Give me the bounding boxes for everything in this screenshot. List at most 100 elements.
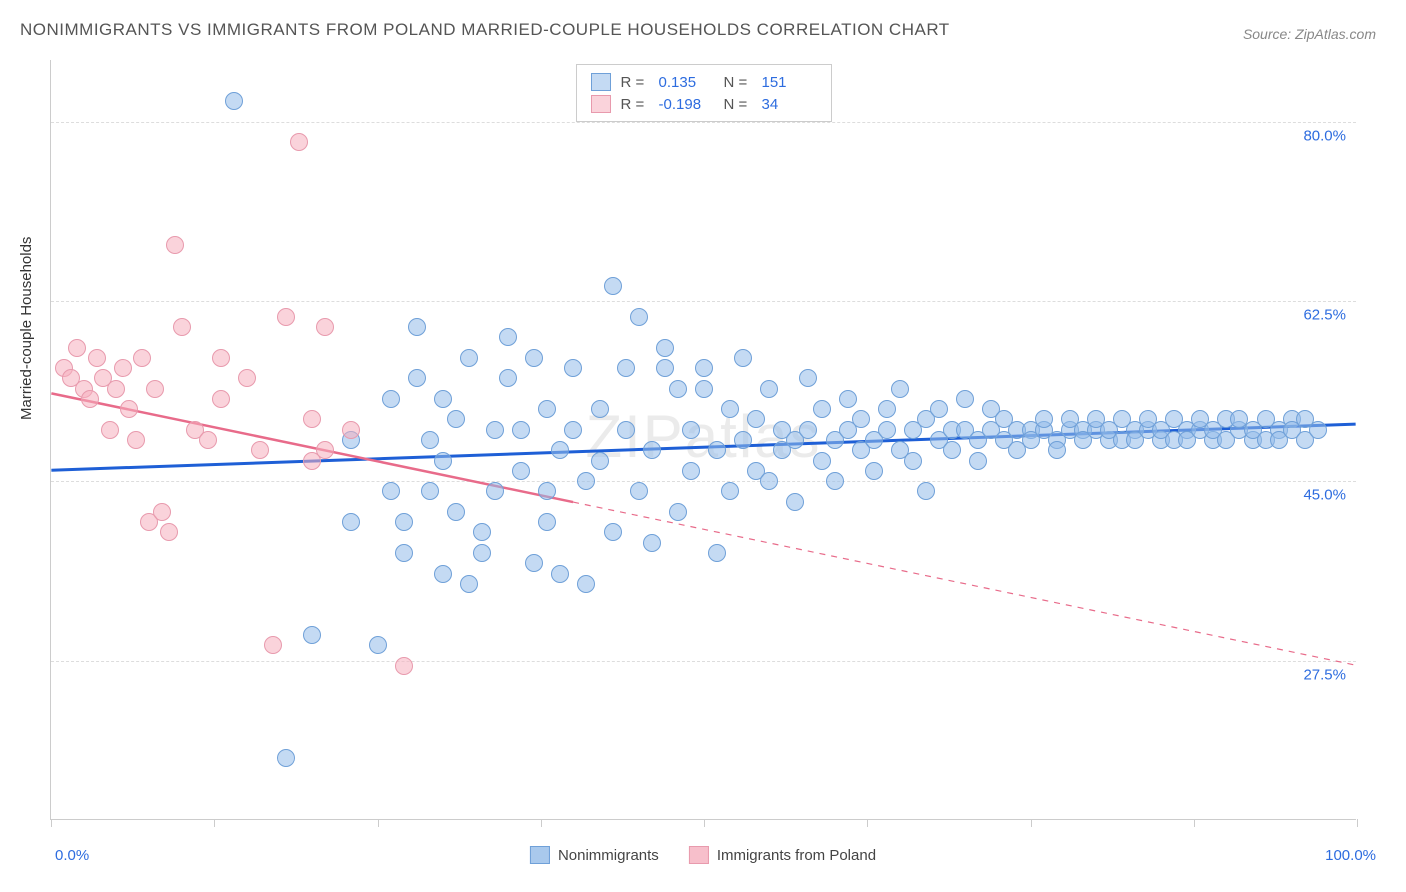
point-nonimmigrant — [486, 482, 504, 500]
point-nonimmigrant — [421, 431, 439, 449]
point-nonimmigrant — [591, 452, 609, 470]
point-nonimmigrant — [512, 462, 530, 480]
point-nonimmigrant — [473, 544, 491, 562]
point-immigrant — [160, 523, 178, 541]
legend-item-2: Immigrants from Poland — [689, 846, 876, 864]
point-immigrant — [342, 421, 360, 439]
point-nonimmigrant — [917, 482, 935, 500]
point-nonimmigrant — [760, 472, 778, 490]
point-nonimmigrant — [512, 421, 530, 439]
point-nonimmigrant — [499, 369, 517, 387]
point-nonimmigrant — [434, 565, 452, 583]
point-nonimmigrant — [604, 277, 622, 295]
point-nonimmigrant — [395, 544, 413, 562]
point-nonimmigrant — [813, 400, 831, 418]
r-value-series-1: 0.135 — [659, 74, 714, 91]
chart-container: NONIMMIGRANTS VS IMMIGRANTS FROM POLAND … — [0, 0, 1406, 892]
point-nonimmigrant — [1048, 441, 1066, 459]
x-tick — [704, 819, 705, 827]
n-value-series-1: 151 — [762, 74, 817, 91]
point-nonimmigrant — [956, 390, 974, 408]
legend-label-1: Nonimmigrants — [558, 847, 659, 864]
plot-area: ZIPatlas R = 0.135 N = 151 R = -0.198 N … — [50, 60, 1356, 820]
stats-legend-box: R = 0.135 N = 151 R = -0.198 N = 34 — [576, 64, 832, 122]
point-nonimmigrant — [682, 462, 700, 480]
point-immigrant — [101, 421, 119, 439]
point-nonimmigrant — [408, 318, 426, 336]
point-nonimmigrant — [669, 380, 687, 398]
point-nonimmigrant — [708, 441, 726, 459]
x-axis-max-label: 100.0% — [1325, 847, 1376, 864]
point-nonimmigrant — [473, 523, 491, 541]
point-nonimmigrant — [904, 452, 922, 470]
point-nonimmigrant — [1035, 410, 1053, 428]
point-nonimmigrant — [786, 493, 804, 511]
point-nonimmigrant — [525, 554, 543, 572]
x-axis-min-label: 0.0% — [55, 847, 89, 864]
point-immigrant — [277, 308, 295, 326]
point-nonimmigrant — [577, 575, 595, 593]
point-nonimmigrant — [499, 328, 517, 346]
x-tick — [1357, 819, 1358, 827]
point-nonimmigrant — [369, 636, 387, 654]
r-label: R = — [621, 96, 649, 113]
point-nonimmigrant — [525, 349, 543, 367]
point-nonimmigrant — [564, 359, 582, 377]
point-immigrant — [303, 410, 321, 428]
x-tick — [378, 819, 379, 827]
point-immigrant — [316, 318, 334, 336]
point-nonimmigrant — [447, 410, 465, 428]
point-nonimmigrant — [225, 92, 243, 110]
point-nonimmigrant — [421, 482, 439, 500]
point-immigrant — [173, 318, 191, 336]
point-immigrant — [133, 349, 151, 367]
point-nonimmigrant — [630, 308, 648, 326]
point-nonimmigrant — [839, 390, 857, 408]
point-nonimmigrant — [799, 421, 817, 439]
point-nonimmigrant — [695, 359, 713, 377]
swatch-series-2 — [591, 95, 611, 113]
point-immigrant — [212, 349, 230, 367]
point-nonimmigrant — [551, 565, 569, 583]
point-immigrant — [199, 431, 217, 449]
x-tick — [214, 819, 215, 827]
point-immigrant — [395, 657, 413, 675]
trend-line-dashed — [573, 502, 1356, 665]
legend-swatch-2 — [689, 846, 709, 864]
n-value-series-2: 34 — [762, 96, 817, 113]
point-nonimmigrant — [303, 626, 321, 644]
point-nonimmigrant — [538, 400, 556, 418]
point-immigrant — [166, 236, 184, 254]
point-nonimmigrant — [395, 513, 413, 531]
point-nonimmigrant — [878, 400, 896, 418]
point-nonimmigrant — [538, 513, 556, 531]
point-nonimmigrant — [382, 482, 400, 500]
point-immigrant — [238, 369, 256, 387]
stats-row-series-2: R = -0.198 N = 34 — [591, 93, 817, 115]
point-nonimmigrant — [538, 482, 556, 500]
point-nonimmigrant — [577, 472, 595, 490]
point-nonimmigrant — [695, 380, 713, 398]
point-immigrant — [264, 636, 282, 654]
point-nonimmigrant — [865, 462, 883, 480]
x-tick — [1194, 819, 1195, 827]
point-nonimmigrant — [434, 452, 452, 470]
x-tick — [867, 819, 868, 827]
point-immigrant — [212, 390, 230, 408]
point-nonimmigrant — [669, 503, 687, 521]
point-immigrant — [81, 390, 99, 408]
point-nonimmigrant — [734, 349, 752, 367]
point-nonimmigrant — [747, 410, 765, 428]
point-nonimmigrant — [852, 410, 870, 428]
point-immigrant — [290, 133, 308, 151]
point-nonimmigrant — [891, 380, 909, 398]
point-nonimmigrant — [682, 421, 700, 439]
point-immigrant — [316, 441, 334, 459]
point-nonimmigrant — [930, 400, 948, 418]
point-immigrant — [68, 339, 86, 357]
point-immigrant — [114, 359, 132, 377]
point-nonimmigrant — [656, 359, 674, 377]
r-value-series-2: -0.198 — [659, 96, 714, 113]
point-nonimmigrant — [643, 534, 661, 552]
point-nonimmigrant — [630, 482, 648, 500]
